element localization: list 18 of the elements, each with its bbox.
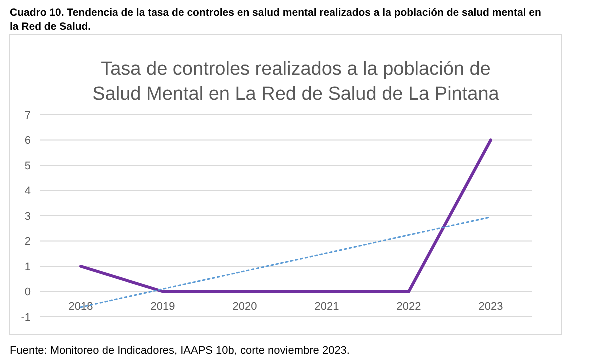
x-tick-label: 2022 (396, 300, 422, 313)
x-tick-label: 2021 (314, 300, 340, 313)
x-tick-label: 2020 (232, 300, 258, 313)
y-tick-label: 6 (24, 135, 31, 148)
x-tick-label: 2019 (150, 300, 176, 313)
y-tick-label: 1 (24, 261, 31, 274)
y-tick-label: 7 (24, 110, 31, 122)
source-note: Fuente: Monitoreo de Indicadores, IAAPS 10b, corte noviembre 2023. (10, 345, 350, 357)
y-tick-label: 0 (24, 286, 31, 299)
x-tick-label: 2023 (478, 300, 504, 313)
y-tick-label: 2 (24, 236, 31, 248)
y-tick-label: -1 (21, 312, 31, 324)
chart-subtitle: Cuadro 10. Tendencia de la tasa de controles en salud mental realizados a la población de salud mental en la Red de Salud. (10, 7, 542, 33)
x-tick-label: 2018 (68, 300, 94, 313)
y-tick-label: 5 (24, 160, 31, 172)
chart-title: Tasa de controles realizados a la población de Salud Mental en La Red de Salud de La Pintana (92, 59, 500, 105)
y-tick-label: 4 (24, 186, 31, 198)
y-tick-label: 3 (24, 210, 31, 223)
